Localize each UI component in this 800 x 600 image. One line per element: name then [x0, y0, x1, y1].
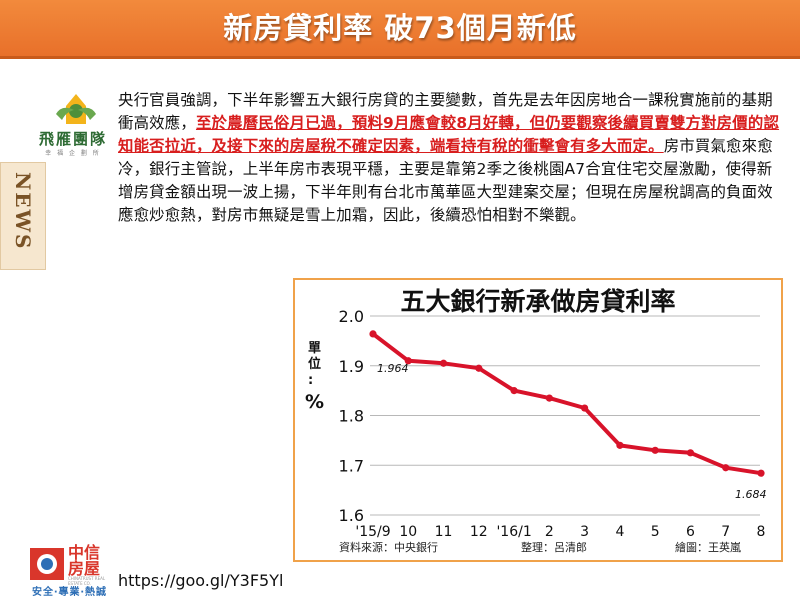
- data-point: [439, 359, 448, 367]
- x-tick-label: 4: [615, 524, 624, 540]
- data-point: [545, 394, 553, 402]
- chart-editor: 整理：呂清郎: [521, 540, 587, 554]
- x-tick-label: 2: [545, 524, 554, 540]
- data-point: [510, 387, 518, 395]
- brand-top-tagline: 幸 福 企 劃 所: [45, 150, 101, 157]
- data-point: [404, 357, 412, 365]
- y-tick-label: 1.7: [339, 456, 364, 475]
- chinatrust-realty-logo-icon: [30, 548, 64, 580]
- article-highlight: 至於農曆民俗月已過，預料9月應會較8月好轉，但仍要觀察後續買賣雙方對房價的認知能…: [118, 114, 780, 155]
- x-tick-label: '16/1: [496, 524, 531, 540]
- x-tick-label: 12: [470, 524, 488, 540]
- data-label-last: 1.684: [735, 488, 767, 501]
- x-tick-label: 5: [651, 524, 660, 540]
- chart-source: 資料來源：中央銀行: [339, 540, 438, 554]
- mortgage-rate-line-chart: 五大銀行新承做房貸利率 1.6 1.7 1.8 1.9 2.0 '15/9 10 11 12 '…: [305, 287, 767, 554]
- x-tick-label: 11: [435, 524, 453, 540]
- brand-bottom-name: 中信房屋: [68, 543, 101, 578]
- flying-geese-logo-icon: [56, 94, 96, 124]
- y-tick-label: 1.8: [339, 407, 364, 426]
- y-tick-label: 1.6: [339, 506, 364, 525]
- y-tick-label: 2.0: [339, 307, 364, 326]
- data-point: [581, 404, 589, 412]
- source-link[interactable]: https://goo.gl/Y3F5Yl: [118, 571, 284, 590]
- data-point: [651, 446, 659, 454]
- page-title-banner: 新房貸利率 破73個月新低: [0, 0, 800, 59]
- data-point: [475, 364, 483, 372]
- chart-frame: 五大銀行新承做房貸利率 1.6 1.7 1.8 1.9 2.0 '15/9 10 11 12 '…: [293, 278, 783, 562]
- y-tick-label: 1.9: [339, 357, 364, 376]
- brand-top-name: 飛雁團隊: [38, 130, 107, 148]
- x-tick-label: 8: [757, 524, 766, 540]
- series-line: [371, 332, 762, 476]
- data-label-first: 1.964: [377, 362, 409, 375]
- news-side-tab-label: NEWS: [11, 172, 35, 251]
- x-tick-label: '15/9: [355, 524, 390, 540]
- chart-artist: 繪圖：王英嵐: [675, 540, 741, 554]
- article-part-2: 房市買氣愈來愈冷，銀行主管說，上半年房市表現平穩，主要是靠第2季之後桃園A7合宜…: [118, 137, 773, 224]
- article-part-1: 央行官員強調，下半年影響五大銀行房貸的主要變數，首先是去年因房地合一課稅實施前的…: [118, 91, 773, 132]
- data-point: [616, 441, 624, 449]
- x-tick-label: 6: [686, 524, 695, 540]
- y-axis-unit-label: 單位:%: [305, 341, 324, 413]
- brand-bottom-english: CHINATRUST REAL ESTATE CO.: [68, 576, 106, 586]
- news-side-tab: [0, 162, 46, 270]
- data-point: [757, 469, 765, 477]
- data-point: [369, 330, 377, 338]
- brand-bottom-slogan: 安全‧專業‧熱誠: [32, 587, 107, 598]
- data-point: [686, 449, 695, 457]
- page-title: 新房貸利率 破73個月新低: [223, 11, 577, 45]
- x-tick-label: 10: [399, 524, 417, 540]
- chart-title: 五大銀行新承做房貸利率: [400, 287, 675, 316]
- article-text: 央行官員強調，下半年影響五大銀行房貸的主要變數，首先是去年因房地合一課稅實施前的…: [118, 89, 782, 227]
- data-point: [722, 464, 730, 472]
- x-tick-label: 3: [580, 524, 589, 540]
- x-tick-label: 7: [721, 524, 730, 540]
